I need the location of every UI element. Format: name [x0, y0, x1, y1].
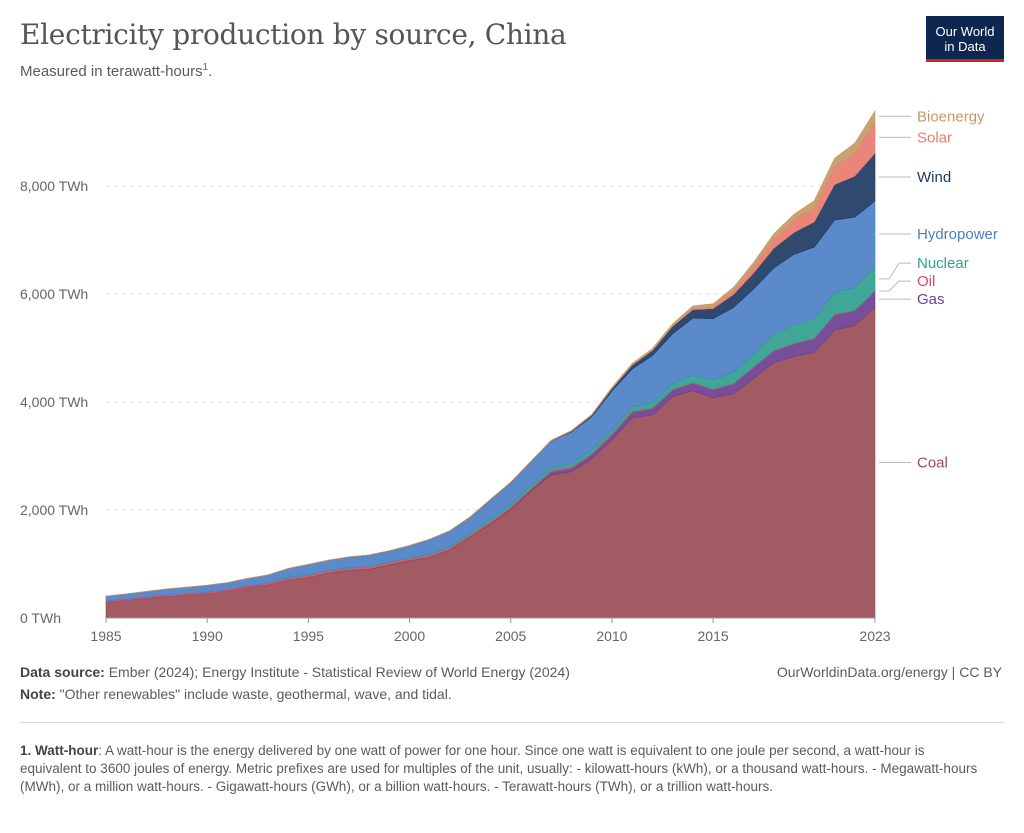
y-tick-label: 4,000 TWh: [20, 394, 88, 410]
footnote-text: : A watt-hour is the energy delivered by…: [20, 743, 978, 794]
legend-label-coal[interactable]: Coal: [917, 454, 948, 471]
logo-line-2: in Data: [944, 39, 986, 54]
y-tick-label: 8,000 TWh: [20, 178, 88, 194]
legend-label-bioenergy[interactable]: Bioenergy: [917, 108, 985, 125]
legend-label-oil[interactable]: Oil: [917, 273, 935, 290]
x-tick-label: 2005: [495, 628, 526, 644]
legend-label-nuclear[interactable]: Nuclear: [917, 255, 969, 272]
area-series: [105, 109, 876, 619]
note-text: "Other renewables" include waste, geothe…: [55, 686, 452, 702]
x-tick-label: 2010: [596, 628, 627, 644]
chart-title: Electricity production by source, China: [20, 18, 567, 51]
credit-link[interactable]: OurWorldinData.org/energy | CC BY: [776, 664, 1002, 680]
owid-logo[interactable]: Our World in Data: [926, 16, 1004, 62]
stacked-area-chart: 0 TWh 2,000 TWh 4,000 TWh 6,000 TWh 8,000 TW…: [20, 108, 998, 644]
legend-label-hydropower[interactable]: Hydropower: [917, 226, 998, 243]
legend-label-wind[interactable]: Wind: [917, 169, 951, 186]
subtitle-footnote-marker[interactable]: 1: [202, 62, 209, 73]
logo-line-1: Our World: [935, 24, 995, 39]
x-tick-label: 2023: [859, 628, 890, 644]
footnote: 1. Watt-hour: A watt-hour is the energy …: [20, 742, 980, 796]
subtitle-text: Measured in terawatt-hours: [20, 63, 203, 80]
area-bioenergy[interactable]: [105, 109, 876, 597]
legend-label-solar[interactable]: Solar: [917, 129, 952, 146]
y-tick-label: 0 TWh: [20, 610, 61, 626]
legend-label-gas[interactable]: Gas: [917, 291, 945, 308]
footnote-label: 1. Watt-hour: [20, 743, 99, 758]
x-tick-label: 1990: [192, 628, 223, 644]
legend-connector: [879, 280, 911, 292]
y-tick-label: 2,000 TWh: [20, 502, 88, 518]
source-label: Data source:: [20, 664, 105, 680]
x-tick-label: 2000: [394, 628, 425, 644]
note-label: Note:: [20, 686, 56, 702]
x-tick-label: 1985: [90, 628, 121, 644]
subtitle-end: .: [208, 63, 213, 80]
divider: [20, 722, 1004, 723]
y-tick-label: 6,000 TWh: [20, 286, 88, 302]
data-source: Data source: Ember (2024); Energy Instit…: [20, 664, 570, 680]
chart-note: Note: "Other renewables" include waste, …: [20, 686, 452, 702]
legend-connector: [879, 262, 911, 280]
x-tick-label: 2015: [698, 628, 729, 644]
source-text: Ember (2024); Energy Institute - Statist…: [104, 664, 570, 680]
x-tick-label: 1995: [293, 628, 324, 644]
axes: 0 TWh 2,000 TWh 4,000 TWh 6,000 TWh 8,000 TW…: [20, 178, 891, 644]
chart-subtitle: Measured in terawatt-hours1.: [20, 62, 212, 80]
